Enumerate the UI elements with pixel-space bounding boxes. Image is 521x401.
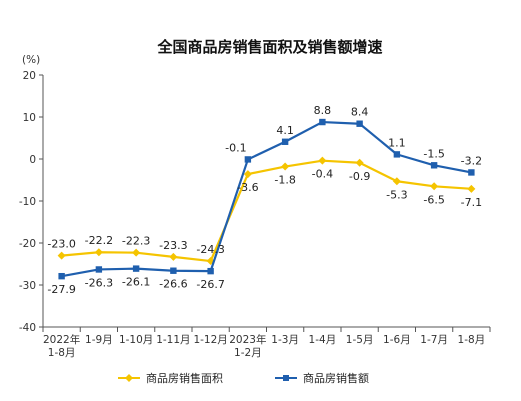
data-point	[393, 151, 401, 158]
data-point	[132, 248, 141, 257]
data-label: -26.1	[122, 276, 150, 289]
x-tick-label: 2023年 1-2月	[229, 333, 266, 359]
data-point	[467, 184, 476, 193]
data-label: -26.3	[85, 276, 113, 289]
legend-label: 商品房销售面积	[146, 371, 223, 385]
x-tick-label-line: 2022年	[43, 333, 80, 346]
data-label: -1.8	[274, 174, 295, 187]
data-label: 4.1	[276, 124, 294, 137]
x-tick-label-line: 1-7月	[420, 334, 448, 346]
data-point	[281, 162, 290, 171]
chart-title: 全国商品房销售面积及销售额增速	[156, 38, 382, 56]
x-tick-label: 1-4月	[309, 334, 337, 346]
data-label: -24.3	[196, 243, 224, 256]
x-tick-label: 1-5月	[346, 334, 374, 346]
data-label: -3.2	[461, 154, 482, 167]
data-label: -0.9	[349, 170, 370, 183]
series-line-sales-value	[61, 120, 472, 278]
series-line-sales-area	[61, 159, 472, 263]
legend-marker	[125, 374, 133, 382]
y-tick-label: -10	[19, 196, 36, 208]
x-tick-label: 1-3月	[271, 334, 299, 346]
data-label: -6.5	[423, 193, 444, 206]
x-tick-label-line: 1-8月	[48, 347, 76, 359]
data-point	[281, 138, 289, 145]
data-point	[57, 251, 66, 260]
data-label: -26.7	[196, 278, 224, 291]
data-label: -0.1	[225, 141, 246, 154]
x-tick-label: 1-11月	[156, 334, 190, 346]
data-label: -1.5	[423, 147, 444, 160]
data-label: -5.3	[386, 188, 407, 201]
x-tick-label: 1-12月	[193, 334, 227, 346]
x-tick-label-line: 1-9月	[85, 334, 113, 346]
legend-marker	[283, 375, 289, 381]
y-tick-label: -30	[19, 280, 36, 292]
x-tick-label-line: 1-12月	[193, 334, 227, 346]
x-tick-label: 1-9月	[85, 334, 113, 346]
y-tick-label: 10	[23, 112, 36, 124]
y-tick-label: 0	[29, 154, 36, 166]
x-tick-label: 1-6月	[383, 334, 411, 346]
x-tick-label-line: 1-11月	[156, 334, 190, 346]
x-tick-label-line: 1-5月	[346, 334, 374, 346]
data-label: -26.6	[159, 278, 187, 291]
data-point	[468, 169, 475, 176]
data-point	[355, 158, 364, 167]
x-tick-label-line: 1-10月	[119, 334, 153, 346]
data-point	[169, 252, 178, 261]
data-point	[243, 170, 252, 179]
data-label: -23.3	[159, 239, 187, 252]
y-axis-unit-label: (%)	[22, 54, 40, 66]
data-point	[318, 156, 327, 165]
x-tick-label: 1-10月	[119, 334, 153, 346]
data-label: 1.1	[388, 136, 406, 149]
data-point	[170, 267, 177, 274]
data-point	[207, 267, 214, 275]
data-point	[58, 272, 65, 280]
x-tick-label-line: 2023年	[229, 333, 266, 346]
y-tick-label: 20	[23, 70, 36, 82]
data-label: 8.8	[314, 104, 332, 117]
data-point	[132, 265, 140, 272]
data-label: -23.0	[47, 238, 75, 251]
data-point	[244, 156, 252, 163]
legend-label: 商品房销售额	[303, 371, 369, 385]
x-tick-label-line: 1-8月	[458, 334, 486, 346]
x-tick-label-line: 1-6月	[383, 334, 411, 346]
data-label: 8.4	[351, 106, 369, 119]
data-label: -3.6	[237, 181, 258, 194]
data-point	[95, 266, 103, 273]
data-point	[430, 162, 438, 169]
x-tick-label: 1-7月	[420, 334, 448, 346]
data-point	[319, 118, 326, 126]
data-label: -0.4	[312, 168, 333, 181]
x-tick-label: 2022年 1-8月	[43, 333, 80, 359]
data-point	[392, 177, 401, 186]
y-tick-label: -40	[19, 322, 36, 334]
legend: 商品房销售面积 商品房销售额	[118, 371, 369, 385]
data-label: -7.1	[461, 196, 482, 209]
x-tick-label-line: 1-4月	[309, 334, 337, 346]
data-label: -22.2	[85, 234, 113, 247]
data-label: -22.3	[122, 235, 150, 248]
data-point	[356, 120, 363, 127]
data-point	[430, 182, 439, 191]
x-tick-label-line: 1-2月	[234, 347, 262, 359]
data-point	[94, 248, 103, 257]
y-tick-label: -20	[19, 238, 36, 250]
plot-area: -23.0 -22.2 -22.3 -23.3 -24.3 -3.6 -1.8 -0.4 -0.…	[47, 104, 482, 296]
x-tick-label-line: 1-3月	[271, 334, 299, 346]
x-tick-label: 1-8月	[458, 334, 486, 346]
data-label: -27.9	[47, 283, 75, 296]
